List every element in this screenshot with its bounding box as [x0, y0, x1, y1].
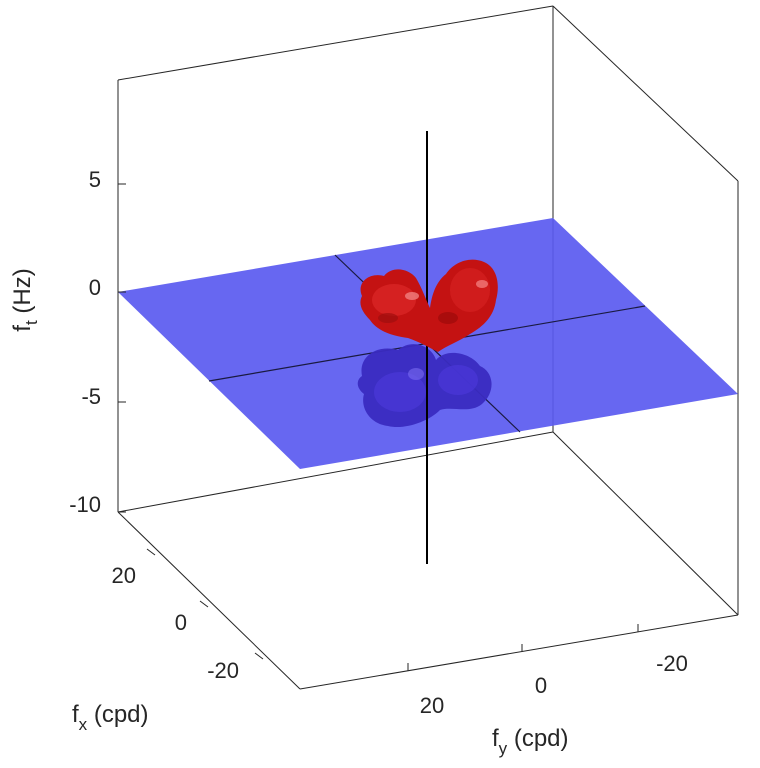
ft-tick-label: 5: [89, 167, 101, 192]
isosurface-below: [357, 344, 492, 428]
box-edge-bottom-back-right: [552, 431, 739, 616]
fy-axis-label: fy (cpd): [492, 725, 569, 758]
fx-axis-line: [117, 511, 301, 690]
fx-tick-label: 0: [175, 610, 187, 635]
box-edge-bottom-back-left: [117, 431, 554, 513]
axes-box-front: [117, 511, 739, 690]
fy-tick-label: 20: [420, 693, 444, 718]
ft-axis-label: ft (Hz): [9, 268, 41, 331]
fy-tick-label: -20: [656, 651, 688, 676]
ft-ticks: 5 0 -5 -10: [69, 167, 126, 517]
fx-tick-label: -20: [207, 658, 239, 683]
fy-axis-line: [299, 614, 739, 690]
ft-tick-label: 0: [89, 275, 101, 300]
box-edge-top-right: [552, 5, 739, 182]
fy-tick-label: 0: [535, 673, 547, 698]
fy-ticks: 20 0 -20: [407, 624, 688, 718]
box-edge-top-back: [117, 5, 554, 81]
fx-tick-label: 20: [112, 563, 136, 588]
fx-axis-label: fx (cpd): [72, 701, 149, 734]
ft-tick-label: -5: [81, 384, 101, 409]
fx-ticks: 20 0 -20: [112, 548, 264, 683]
isosurface-above: [360, 259, 498, 352]
axes-box-back: [117, 5, 739, 616]
ft-tick-label: -10: [69, 492, 101, 517]
